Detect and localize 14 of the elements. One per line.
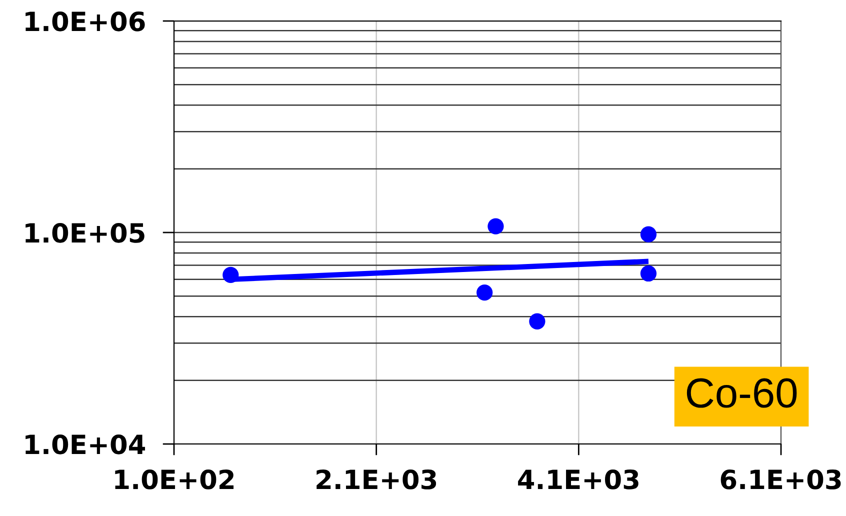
x-tick-label: 1.0E+02 [115, 469, 234, 490]
point [640, 226, 657, 242]
x-tick-label: 2.1E+03 [316, 469, 436, 490]
point [640, 265, 657, 282]
point [529, 313, 546, 330]
point [476, 284, 493, 301]
y-tick-label: 1.0E+04 [26, 434, 146, 454]
point [488, 218, 504, 234]
y-tick-label: 1.0E+05 [26, 222, 144, 243]
x-tick-label: 6.1E+03 [720, 469, 841, 490]
point [222, 266, 239, 284]
annotation: Co-60 [686, 378, 797, 408]
x-tick-label: 4.1E+03 [518, 469, 638, 490]
y-tick-label: 1.0E+06 [26, 11, 145, 32]
